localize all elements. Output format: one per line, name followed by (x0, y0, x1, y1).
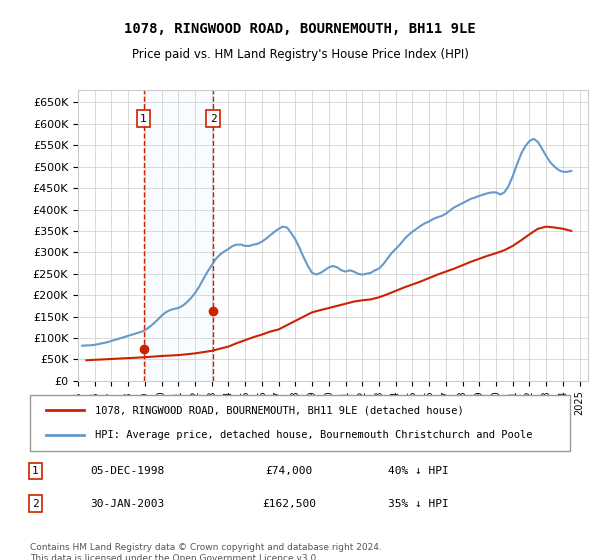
Text: 35% ↓ HPI: 35% ↓ HPI (388, 499, 449, 509)
Text: Contains HM Land Registry data © Crown copyright and database right 2024.
This d: Contains HM Land Registry data © Crown c… (30, 543, 382, 560)
Text: £162,500: £162,500 (262, 499, 316, 509)
FancyBboxPatch shape (30, 395, 570, 451)
Text: £74,000: £74,000 (266, 466, 313, 476)
Text: 2: 2 (32, 499, 39, 509)
Text: 05-DEC-1998: 05-DEC-1998 (90, 466, 164, 476)
Text: HPI: Average price, detached house, Bournemouth Christchurch and Poole: HPI: Average price, detached house, Bour… (95, 430, 532, 440)
Text: Price paid vs. HM Land Registry's House Price Index (HPI): Price paid vs. HM Land Registry's House … (131, 48, 469, 60)
Bar (143, 90, 213, 381)
Text: 1: 1 (140, 114, 147, 124)
Text: 2: 2 (210, 114, 217, 124)
Text: 40% ↓ HPI: 40% ↓ HPI (388, 466, 449, 476)
Text: 1078, RINGWOOD ROAD, BOURNEMOUTH, BH11 9LE: 1078, RINGWOOD ROAD, BOURNEMOUTH, BH11 9… (124, 22, 476, 36)
Text: 1: 1 (32, 466, 39, 476)
Text: 1078, RINGWOOD ROAD, BOURNEMOUTH, BH11 9LE (detached house): 1078, RINGWOOD ROAD, BOURNEMOUTH, BH11 9… (95, 405, 464, 416)
Text: 30-JAN-2003: 30-JAN-2003 (90, 499, 164, 509)
